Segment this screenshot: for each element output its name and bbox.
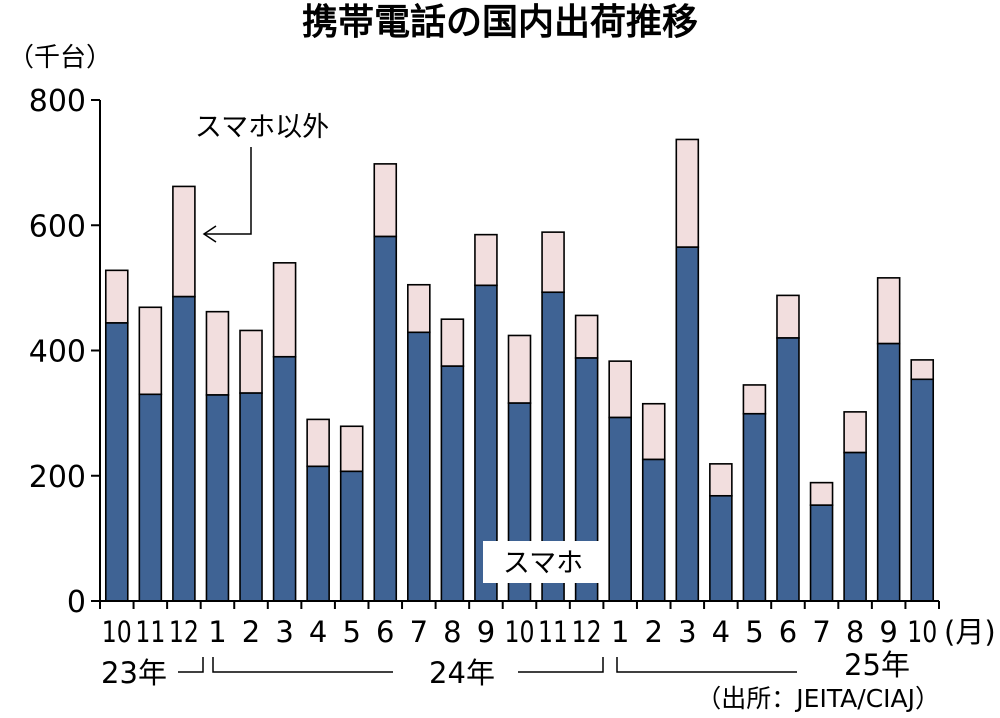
bar-other-9 [407, 283, 431, 334]
bars-group [104, 138, 935, 602]
x-tick-label-15: 1 [611, 615, 629, 649]
year-bracket-25-left [616, 657, 797, 673]
x-tick-label-21: 7 [812, 615, 830, 649]
bar-smartphone-23 [876, 342, 901, 602]
bar-smartphone-2 [172, 295, 196, 602]
bar-other-21 [809, 481, 834, 506]
x-tick-label-9: 7 [410, 615, 428, 649]
x-tick-label-20: 6 [779, 615, 797, 649]
year-label-2: 25年 [844, 648, 910, 682]
year-bracket-24-left [212, 657, 393, 673]
bar-other-16 [641, 402, 666, 461]
bar-other-12 [507, 334, 532, 404]
chart-title: 携帯電話の国内出荷推移 [302, 2, 698, 43]
bar-other-17 [675, 138, 700, 248]
bar-smartphone-15 [608, 416, 632, 602]
bar-other-14 [574, 314, 599, 359]
bar-smartphone-17 [675, 246, 700, 602]
x-tick-label-2: 12 [169, 615, 199, 649]
year-label-1: 24年 [429, 656, 495, 690]
bar-smartphone-8 [373, 235, 398, 602]
x-tick-label-4: 2 [242, 615, 260, 649]
bar-smartphone-6 [306, 465, 330, 602]
x-tick-label-0: 10 [102, 615, 132, 649]
y-tick-label-2: 400 [29, 335, 86, 370]
bar-other-13 [541, 231, 565, 294]
x-tick-label-24: 10 [907, 615, 937, 649]
x-tick-label-19: 5 [745, 615, 763, 649]
bar-smartphone-20 [776, 337, 800, 602]
x-tick-label-16: 2 [645, 615, 663, 649]
bar-other-6 [306, 418, 330, 468]
bar-smartphone-16 [641, 458, 666, 602]
other-label-arrowhead [202, 225, 217, 243]
bar-smartphone-19 [742, 412, 767, 602]
year-bracket-24-right [518, 657, 604, 673]
bar-other-0 [104, 269, 129, 324]
bar-other-10 [440, 318, 465, 367]
bar-smartphone-4 [239, 392, 263, 602]
y-tick-label-3: 600 [29, 209, 86, 244]
bar-other-4 [239, 329, 263, 394]
bar-smartphone-5 [272, 355, 297, 602]
bar-other-18 [709, 463, 733, 497]
other-series-label: スマホ以外 [195, 112, 329, 143]
bar-smartphone-0 [104, 322, 129, 602]
bar-other-7 [339, 425, 364, 473]
bar-other-19 [742, 384, 767, 415]
bar-other-15 [608, 360, 632, 419]
bar-smartphone-24 [910, 378, 935, 602]
bar-smartphone-7 [339, 470, 364, 602]
x-tick-label-10: 8 [443, 615, 461, 649]
y-tick-label-4: 800 [29, 84, 86, 119]
x-tick-label-12: 10 [505, 615, 535, 649]
month-axis-label: (月) [944, 615, 996, 649]
x-tick-label-1: 11 [135, 615, 165, 649]
x-tick-label-3: 1 [208, 615, 226, 649]
x-tick-label-14: 12 [572, 615, 602, 649]
x-tick-label-6: 4 [309, 615, 327, 649]
bar-other-11 [474, 233, 498, 287]
year-label-0: 23年 [101, 656, 167, 690]
bar-smartphone-3 [205, 394, 230, 602]
x-tick-label-23: 9 [879, 615, 897, 649]
year-bracket-23-end [178, 657, 204, 673]
x-tick-label-5: 3 [275, 615, 293, 649]
bar-smartphone-9 [407, 331, 431, 602]
x-tick-label-8: 6 [376, 615, 394, 649]
smartphone-label-box [483, 541, 603, 583]
bar-other-1 [138, 306, 163, 396]
bar-smartphone-18 [709, 494, 733, 602]
y-tick-label-0: 0 [67, 585, 86, 620]
other-label-leader-line [204, 147, 252, 235]
bar-other-3 [205, 310, 230, 396]
y-axis-unit-label: （千台） [8, 43, 112, 73]
bar-smartphone-1 [138, 393, 163, 602]
x-tick-label-17: 3 [678, 615, 696, 649]
x-tick-label-11: 9 [477, 615, 495, 649]
bar-other-23 [876, 277, 901, 345]
x-tick-label-22: 8 [846, 615, 864, 649]
bar-other-24 [910, 359, 935, 381]
bar-other-8 [373, 163, 398, 238]
bar-other-22 [843, 411, 867, 454]
x-tick-label-7: 5 [342, 615, 360, 649]
bar-other-5 [272, 262, 297, 358]
bar-other-20 [776, 294, 800, 339]
bar-other-2 [172, 185, 196, 298]
bar-smartphone-22 [843, 451, 867, 602]
bar-smartphone-10 [440, 365, 465, 602]
y-tick-label-1: 200 [29, 460, 86, 495]
bar-smartphone-21 [809, 504, 834, 602]
smartphone-series-label: スマホ [503, 548, 583, 579]
x-tick-label-13: 11 [538, 615, 568, 649]
axes-group [91, 99, 940, 673]
source-note: （出所：JEITA/CIAJ） [696, 684, 940, 713]
x-tick-label-18: 4 [712, 615, 730, 649]
